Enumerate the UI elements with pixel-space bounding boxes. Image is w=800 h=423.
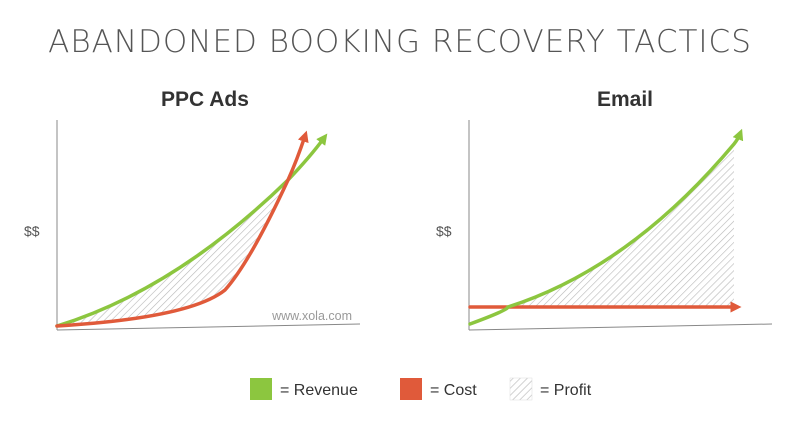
legend-label-revenue: = Revenue: [280, 382, 358, 399]
profit-area-ppc: [57, 180, 288, 326]
y-axis-label-ppc: $$: [24, 223, 40, 239]
chart-ppc-ads: PPC Ads $$ www.xola.com: [24, 88, 361, 331]
revenue-line-ppc: [55, 133, 328, 328]
x-axis-email: [468, 323, 773, 331]
page-title: ABANDONED BOOKING RECOVERY TACTICS: [48, 24, 752, 60]
legend-swatch-cost: [400, 378, 422, 400]
legend-swatch-profit: [509, 377, 533, 401]
legend-swatch-revenue: [250, 378, 272, 400]
chart-title-ppc: PPC Ads: [161, 88, 249, 111]
chart-title-email: Email: [597, 88, 653, 111]
chart-email: Email $$: [436, 88, 773, 331]
watermark: www.xola.com: [271, 309, 352, 323]
legend-label-cost: = Cost: [430, 382, 477, 399]
y-axis-label-email: $$: [436, 223, 452, 239]
cost-line-ppc: [55, 130, 309, 328]
profit-area-email: [508, 144, 734, 307]
revenue-line-email: [468, 128, 744, 326]
legend: = Revenue = Cost = Profit: [250, 377, 592, 401]
x-axis-ppc: [56, 323, 361, 331]
legend-label-profit: = Profit: [540, 382, 592, 399]
